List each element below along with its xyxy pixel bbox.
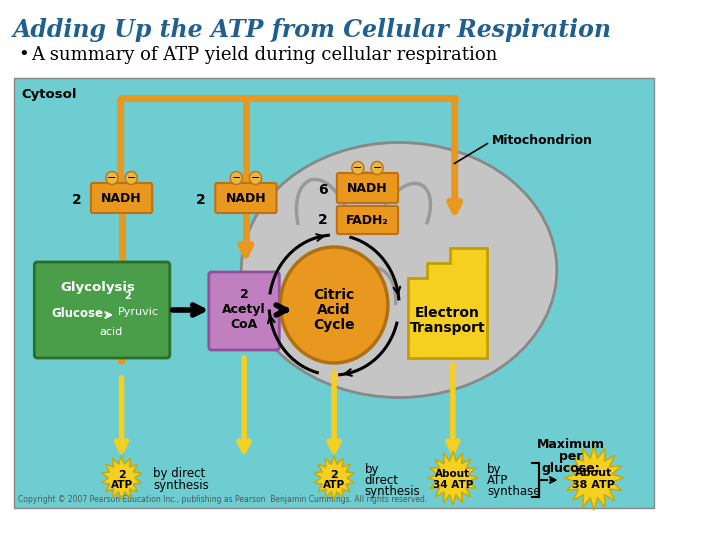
Text: CoA: CoA — [230, 318, 258, 331]
Text: About: About — [575, 468, 613, 478]
Polygon shape — [102, 456, 141, 500]
Text: 2: 2 — [117, 470, 125, 480]
Text: synthesis: synthesis — [365, 485, 420, 498]
Text: Glycolysis: Glycolysis — [60, 281, 135, 294]
Text: Mitochondrion: Mitochondrion — [492, 133, 593, 146]
Text: −: − — [354, 163, 363, 173]
Text: Glucose: Glucose — [51, 307, 103, 320]
FancyBboxPatch shape — [337, 206, 398, 234]
Text: synthesis: synthesis — [153, 478, 209, 491]
Text: 34 ATP: 34 ATP — [433, 480, 473, 490]
Text: synthase: synthase — [487, 485, 541, 498]
Text: Citric: Citric — [313, 288, 355, 302]
Circle shape — [352, 161, 364, 174]
Circle shape — [125, 172, 138, 185]
Text: −: − — [127, 173, 136, 183]
FancyBboxPatch shape — [14, 78, 654, 508]
Text: Maximum: Maximum — [536, 438, 605, 451]
Text: direct: direct — [365, 475, 399, 488]
Text: by: by — [365, 463, 379, 476]
Text: Acid: Acid — [318, 303, 351, 317]
Text: ATP: ATP — [487, 475, 508, 488]
Text: 38 ATP: 38 ATP — [572, 480, 616, 490]
Text: Copyright © 2007 Pearson Education Inc., publishing as Pearson  Benjamin Cumming: Copyright © 2007 Pearson Education Inc.,… — [17, 495, 427, 504]
FancyBboxPatch shape — [337, 173, 398, 203]
Text: glucose:: glucose: — [541, 462, 600, 475]
Ellipse shape — [241, 143, 557, 397]
FancyBboxPatch shape — [209, 272, 279, 350]
Text: −: − — [251, 173, 260, 183]
Text: Acetyl: Acetyl — [222, 303, 266, 316]
Text: ATP: ATP — [110, 480, 132, 490]
Text: •: • — [19, 46, 30, 64]
Text: by direct: by direct — [153, 467, 205, 480]
FancyBboxPatch shape — [35, 262, 170, 358]
Text: 2: 2 — [72, 193, 81, 207]
Text: 2: 2 — [197, 193, 206, 207]
Text: FADH₂: FADH₂ — [346, 214, 389, 227]
FancyBboxPatch shape — [91, 183, 152, 213]
Circle shape — [371, 161, 383, 174]
Text: Electron: Electron — [415, 306, 480, 320]
Text: −: − — [232, 173, 241, 183]
Circle shape — [280, 247, 388, 363]
Text: Pyruvic: Pyruvic — [118, 307, 159, 317]
Polygon shape — [564, 446, 624, 510]
Text: NADH: NADH — [347, 183, 388, 195]
Polygon shape — [314, 456, 354, 500]
Circle shape — [230, 172, 243, 185]
Text: NADH: NADH — [225, 192, 266, 206]
Text: per: per — [559, 450, 582, 463]
Polygon shape — [408, 248, 487, 358]
Text: ATP: ATP — [323, 480, 345, 490]
Text: acid: acid — [100, 327, 123, 337]
Text: Adding Up the ATP from Cellular Respiration: Adding Up the ATP from Cellular Respirat… — [13, 18, 612, 42]
Text: Cytosol: Cytosol — [22, 88, 77, 101]
Text: A summary of ATP yield during cellular respiration: A summary of ATP yield during cellular r… — [32, 46, 498, 64]
Text: 2: 2 — [330, 470, 338, 480]
Text: 2: 2 — [125, 291, 132, 301]
Text: by: by — [487, 463, 502, 476]
FancyBboxPatch shape — [215, 183, 276, 213]
Polygon shape — [428, 451, 478, 505]
Text: −: − — [372, 163, 382, 173]
Circle shape — [249, 172, 261, 185]
Text: NADH: NADH — [102, 192, 142, 206]
Text: 6: 6 — [318, 183, 328, 197]
Circle shape — [106, 172, 118, 185]
Text: −: − — [107, 173, 117, 183]
Text: About: About — [436, 469, 470, 479]
Text: Transport: Transport — [410, 321, 485, 335]
Text: Cycle: Cycle — [313, 318, 355, 332]
Text: 2: 2 — [318, 213, 328, 227]
Text: 2: 2 — [240, 288, 248, 301]
